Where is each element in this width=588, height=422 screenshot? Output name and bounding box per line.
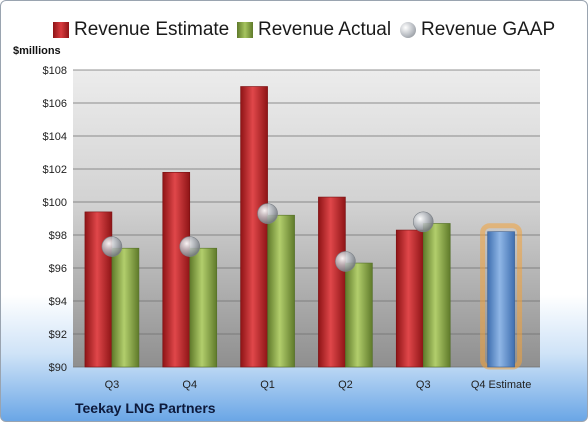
x-tick-label: Q4 Estimate [471, 379, 532, 391]
estimate-bar [240, 86, 268, 368]
y-tick-label: $102 [43, 164, 67, 176]
actual-bar [345, 262, 373, 368]
plot-area [73, 70, 540, 367]
y-tick-label: $108 [43, 65, 67, 77]
y-tick-label: $104 [43, 131, 67, 143]
x-tick-label: Q4 [182, 379, 197, 391]
actual-bar [267, 214, 295, 368]
y-axis-unit-label: $millions [13, 45, 61, 57]
estimate-bar [162, 172, 191, 368]
legend-swatch-gaap [400, 22, 416, 38]
y-tick-label: $100 [43, 197, 67, 209]
actual-bar [189, 247, 218, 368]
y-tick-label: $106 [43, 98, 67, 110]
y-tick-label: $96 [49, 263, 67, 275]
y-tick-label: $98 [49, 230, 67, 242]
x-tick-label: Q1 [260, 379, 275, 391]
legend-item-actual: Revenue Actual [237, 15, 391, 45]
gaap-marker [101, 236, 123, 257]
legend: Revenue Estimate Revenue Actual Revenue … [1, 15, 587, 45]
legend-label-estimate: Revenue Estimate [74, 19, 230, 40]
legend-label-gaap: Revenue GAAP [421, 19, 556, 40]
y-tick-label: $90 [49, 362, 67, 374]
gaap-marker [335, 251, 356, 272]
gaap-marker [412, 211, 434, 233]
y-tick-label: $94 [49, 296, 67, 308]
x-tick-label: Q3 [416, 379, 431, 391]
legend-label-actual: Revenue Actual [258, 19, 392, 40]
estimate-bar [84, 211, 113, 368]
estimate-bar [395, 229, 424, 368]
estimate-bar [487, 231, 515, 368]
legend-swatch-estimate [53, 22, 69, 38]
y-tick-label: $92 [49, 329, 67, 341]
actual-bar [111, 247, 140, 368]
legend-item-gaap: Revenue GAAP [400, 15, 555, 45]
gaap-marker [257, 203, 278, 224]
estimate-bar [318, 196, 346, 368]
legend-item-estimate: Revenue Estimate [53, 15, 229, 45]
x-tick-label: Q2 [338, 379, 353, 391]
actual-bar [422, 223, 451, 368]
gaap-marker [179, 236, 201, 257]
x-tick-label: Q3 [105, 379, 120, 391]
legend-swatch-actual [237, 22, 253, 38]
company-name: Teekay LNG Partners [75, 400, 216, 416]
